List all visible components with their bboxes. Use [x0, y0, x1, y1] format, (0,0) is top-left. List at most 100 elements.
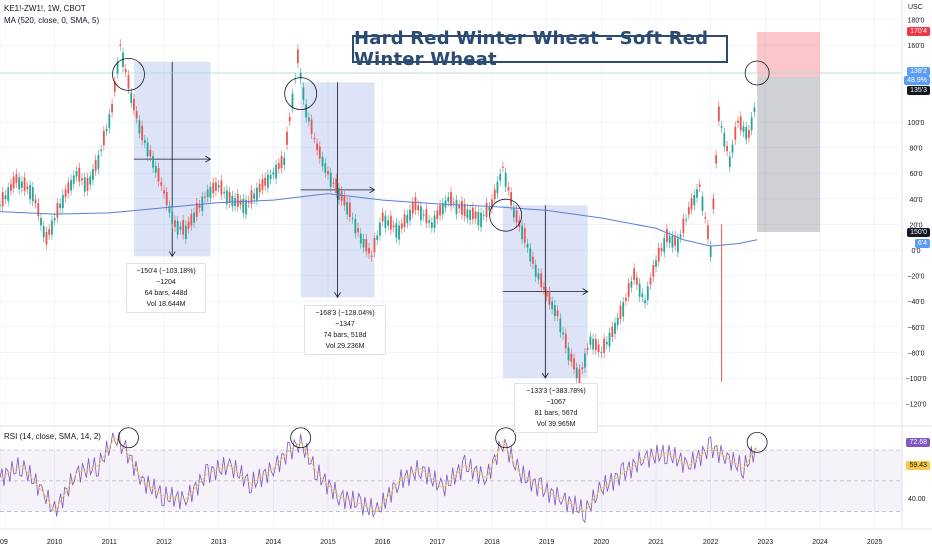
candle-body	[605, 341, 608, 345]
candle-body	[10, 183, 12, 191]
time-tick-label: 2015	[320, 539, 336, 546]
candle-body	[365, 239, 368, 252]
candle-body	[193, 212, 195, 223]
arrow-head	[369, 186, 376, 194]
candle-body	[447, 197, 450, 202]
measurement-3-bars: 81 bars, 567d	[534, 410, 578, 417]
candle-body	[502, 166, 504, 168]
candle-body	[340, 191, 343, 201]
time-tick-label: 2024	[812, 539, 828, 546]
currency-label: USC	[908, 4, 923, 11]
candle-body	[236, 194, 239, 207]
candle-body	[425, 209, 428, 224]
candle-body	[638, 283, 641, 297]
candle-body	[291, 93, 294, 108]
symbol-legend[interactable]: KE1!-ZW1!, 1W, CBOT	[4, 4, 86, 13]
candle-body	[242, 198, 245, 213]
candle-body	[108, 114, 111, 129]
candle-body	[48, 229, 51, 236]
chart-title[interactable]: Hard Red Winter Wheat - Soft Red Winter …	[352, 28, 728, 70]
candle-body	[573, 358, 575, 370]
candle-body	[491, 199, 493, 209]
candle-body	[403, 214, 406, 228]
price-axis: 180'0 160'0 100'0 80'0 60'0 40'0 20'0 0'0 −20'0 −…	[0, 0, 932, 527]
time-tick-label: 2016	[375, 539, 391, 546]
candle-body	[655, 260, 657, 267]
measurement-3-change: −133'3 (−383.78%) −1067	[526, 388, 586, 406]
candle-body	[685, 219, 687, 221]
candle-body	[586, 347, 589, 350]
candle-body	[676, 238, 679, 253]
candle-body	[635, 277, 638, 285]
candle-body	[532, 256, 534, 264]
candle-body	[81, 178, 83, 181]
time-tick-label: 2020	[594, 539, 610, 546]
candle-body	[332, 182, 335, 184]
candle-body	[614, 322, 616, 334]
price-grid	[0, 0, 902, 527]
candle-body	[198, 205, 201, 208]
candle-body	[564, 333, 567, 349]
candle-body	[616, 317, 619, 325]
candle-body	[245, 199, 247, 215]
candle-body	[228, 191, 231, 203]
ma-legend[interactable]: MA (520, close, 0, SMA, 5)	[4, 16, 100, 25]
candle-body	[321, 156, 324, 167]
candle-body	[283, 157, 286, 166]
candle-body	[728, 156, 731, 168]
candle-body	[529, 248, 532, 262]
candle-body	[687, 207, 690, 215]
candle-body	[720, 126, 723, 128]
candle-body	[512, 208, 515, 218]
time-tick-label: 2019	[539, 539, 555, 546]
candle-body	[313, 137, 316, 139]
candle-body	[157, 168, 160, 182]
candle-body	[160, 182, 163, 186]
candle-body	[335, 178, 338, 193]
candle-body	[307, 117, 310, 122]
candle-body	[420, 206, 422, 221]
rsi-legend[interactable]: RSI (14, close, SMA, 14, 2)	[4, 432, 101, 441]
candle-body	[272, 172, 275, 175]
candle-body	[343, 196, 346, 206]
price-tick-label: −20'0	[907, 274, 924, 281]
candle-body	[466, 209, 469, 219]
candle-body	[660, 248, 663, 252]
candle-body	[215, 182, 217, 191]
candle-body	[59, 203, 62, 208]
candle-body	[482, 214, 485, 216]
candle-body	[86, 178, 89, 191]
candle-body	[143, 140, 146, 144]
arrow-head	[205, 155, 212, 163]
time-tick-label: 2013	[211, 539, 227, 546]
candle-body	[556, 310, 559, 317]
rsi-value-tag: 72.68	[906, 438, 930, 447]
candle-body	[674, 235, 677, 246]
candle-body	[499, 173, 502, 181]
measurement-1-bars: 64 bars, 448d	[144, 290, 188, 297]
candle-body	[174, 220, 176, 227]
candle-body	[526, 243, 529, 248]
measurement-1-change: −150'4 (−103.18%) −1204	[136, 268, 196, 286]
candle-body	[357, 228, 359, 233]
candle-body	[398, 225, 400, 240]
candle-body	[575, 367, 578, 379]
price-tick-label: 40'0	[909, 197, 922, 204]
candle-body	[450, 192, 452, 207]
candle-body	[409, 209, 411, 221]
candle-body	[422, 214, 425, 216]
rsi-line	[0, 432, 756, 524]
candle-body	[113, 81, 116, 92]
candle-body	[187, 221, 190, 229]
arrow-head	[168, 251, 176, 258]
candle-body	[712, 198, 715, 210]
candle-body	[146, 142, 149, 157]
candle-body	[461, 200, 463, 215]
arrow-head	[541, 372, 549, 379]
measurement-1-volume: Vol 18.644M	[146, 301, 186, 308]
candle-body	[543, 286, 545, 290]
candle-body	[45, 232, 48, 245]
candle-body	[742, 126, 745, 132]
candle-body	[61, 195, 64, 208]
